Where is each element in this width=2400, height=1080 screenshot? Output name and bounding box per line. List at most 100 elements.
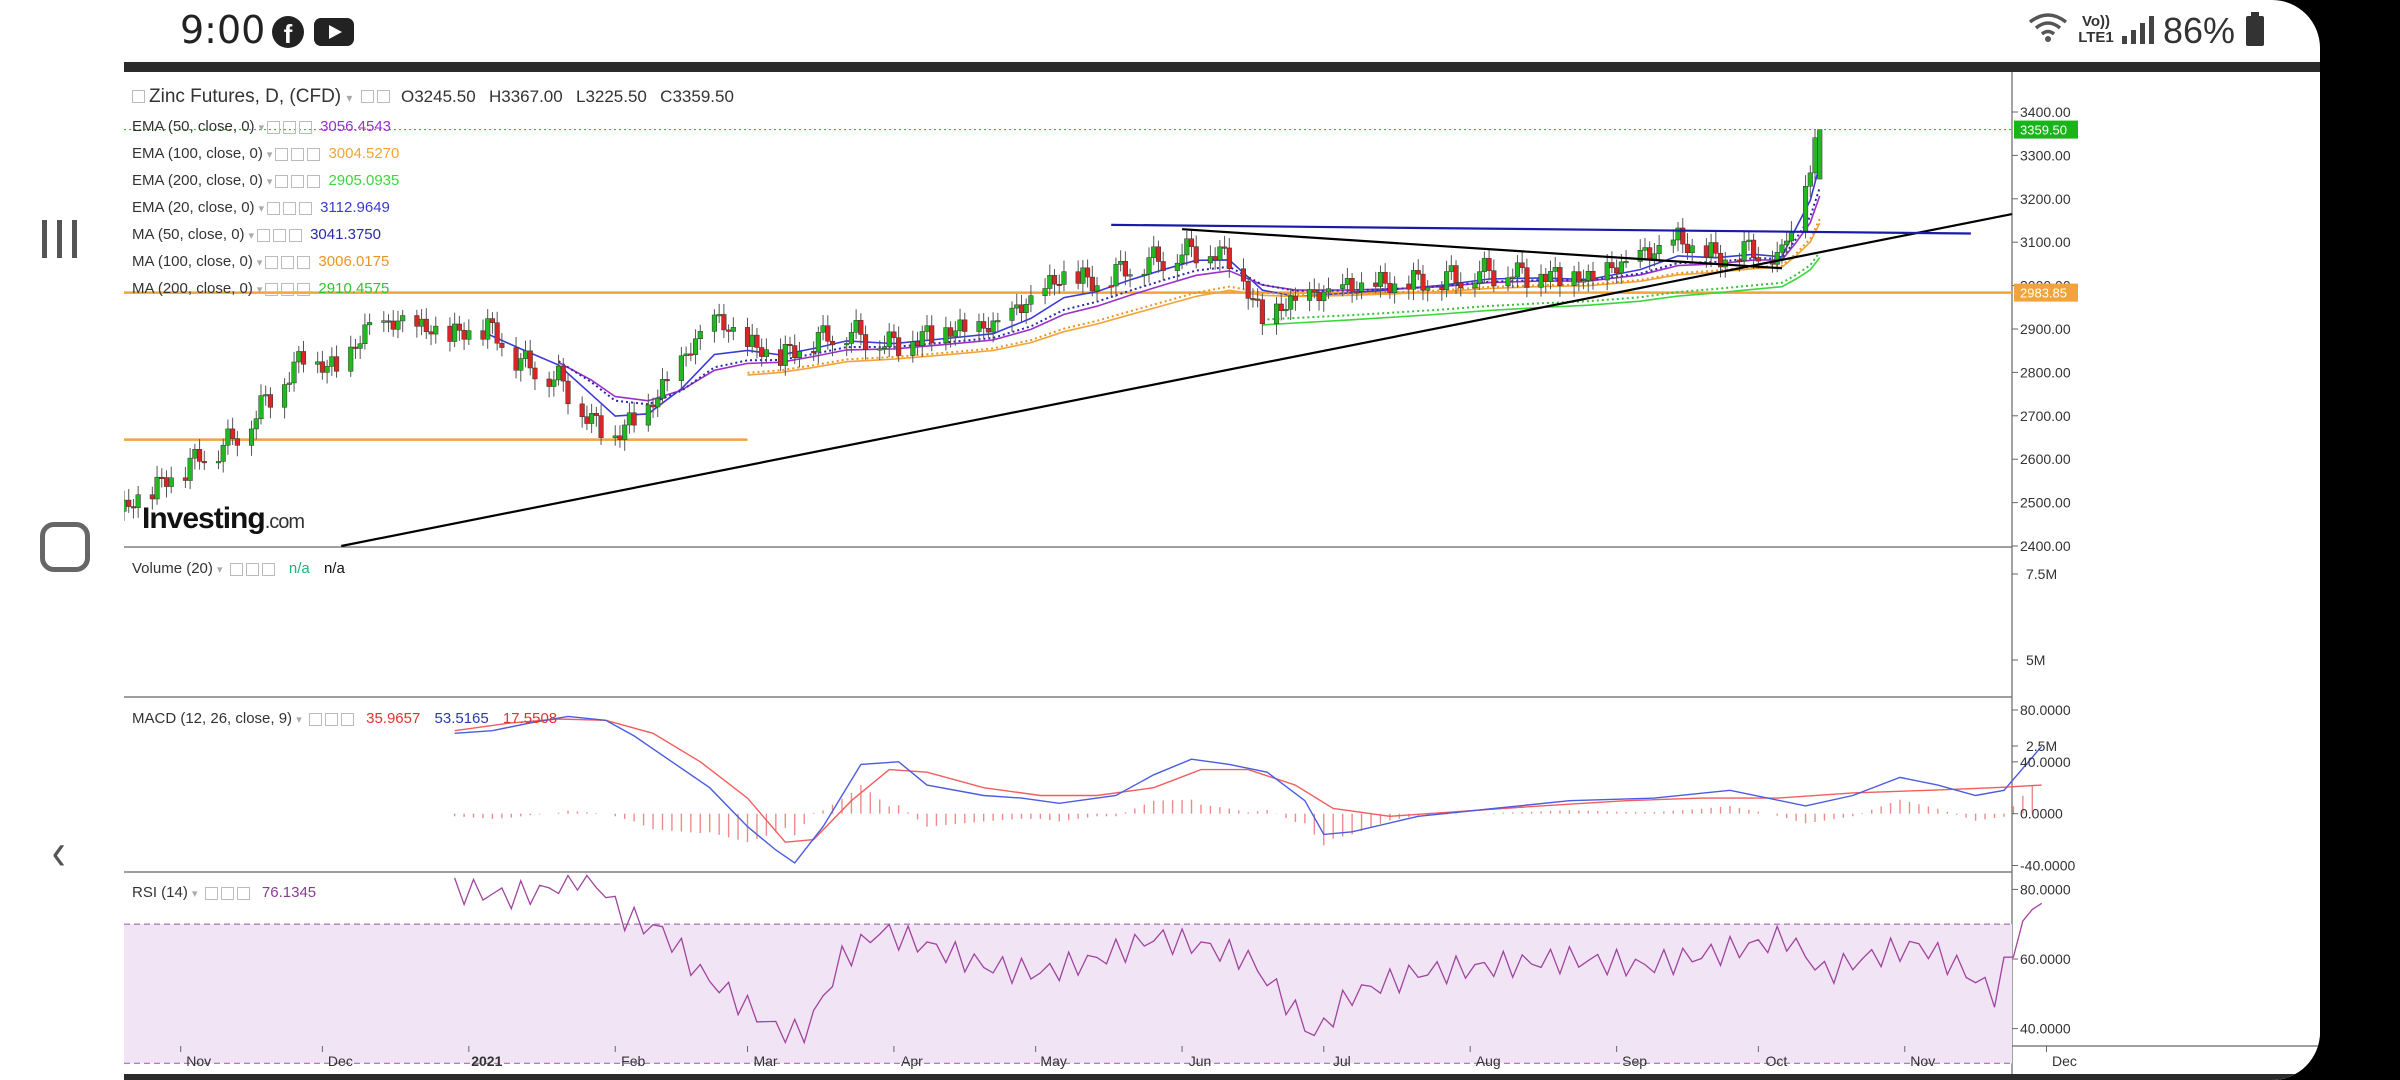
indicator-label[interactable]: EMA (50, close, 0)	[132, 118, 255, 135]
candle-body	[1321, 291, 1327, 302]
hide-icon[interactable]	[220, 886, 234, 900]
settings-icon[interactable]	[204, 886, 218, 900]
dropdown-icon[interactable]: ▾	[258, 122, 265, 134]
close-icon[interactable]	[289, 228, 303, 242]
candle-body	[1514, 262, 1520, 278]
home-icon[interactable]	[40, 522, 90, 572]
close-icon[interactable]	[340, 712, 354, 726]
recent-apps-icon[interactable]	[42, 220, 80, 258]
hide-icon[interactable]	[281, 282, 295, 296]
settings-icon[interactable]	[267, 201, 281, 215]
status-bar: 9:00 f Vo)) LTE1 86%	[0, 0, 2320, 62]
instrument-title[interactable]: Zinc Futures, D, (CFD)	[149, 86, 342, 107]
settings-icon[interactable]	[360, 90, 374, 104]
hide-icon[interactable]	[283, 120, 297, 134]
dropdown-icon[interactable]: ▾	[256, 284, 263, 296]
indicator-row[interactable]: EMA (20, close, 0) ▾ 3112.9649	[132, 199, 390, 216]
settings-icon[interactable]	[265, 255, 279, 269]
dropdown-icon[interactable]: ▾	[248, 230, 255, 242]
settings-icon[interactable]	[275, 174, 289, 188]
dropdown-icon[interactable]: ▾	[346, 91, 353, 105]
ohlc-close: C3359.50	[660, 87, 734, 106]
indicator-label[interactable]: MA (200, close, 0)	[132, 280, 253, 297]
indicator-row[interactable]: EMA (100, close, 0) ▾ 3004.5270	[132, 145, 399, 162]
candle-body	[1273, 303, 1280, 325]
settings-icon[interactable]	[275, 147, 289, 161]
indicator-row[interactable]: MA (200, close, 0) ▾ 2910.4575	[132, 280, 389, 297]
candle-body	[1080, 267, 1086, 284]
settings-icon[interactable]	[265, 282, 279, 296]
volume-legend: Volume (20) ▾ n/a n/a	[132, 560, 345, 577]
indicator-row[interactable]: MA (100, close, 0) ▾ 3006.0175	[132, 253, 389, 270]
hide-icon[interactable]	[273, 228, 287, 242]
close-icon[interactable]	[307, 147, 321, 161]
price-chart[interactable]: 3400.003300.003200.003100.003000.002900.…	[124, 62, 2320, 1080]
candle-body	[1453, 265, 1459, 283]
candle-body	[659, 379, 666, 399]
hide-icon[interactable]	[324, 712, 338, 726]
candle-body	[1784, 240, 1790, 246]
dropdown-icon[interactable]: ▾	[258, 203, 265, 215]
indicator-row[interactable]: EMA (50, close, 0) ▾ 3056.4543	[132, 118, 391, 135]
ma-50-line	[558, 187, 1821, 406]
close-icon[interactable]	[236, 886, 250, 900]
hide-icon[interactable]	[291, 174, 305, 188]
hide-icon[interactable]	[376, 90, 390, 104]
candle-body	[248, 428, 255, 446]
candle-body	[201, 461, 207, 464]
candle-body	[522, 350, 529, 359]
close-icon[interactable]	[307, 174, 321, 188]
candle-body	[400, 315, 406, 322]
candle-body	[1751, 239, 1757, 258]
candle-body	[1538, 273, 1544, 288]
candle-body	[1392, 283, 1398, 294]
close-icon[interactable]	[299, 201, 313, 215]
candle-body	[1349, 278, 1355, 292]
candle-body	[1122, 261, 1128, 277]
settings-icon[interactable]	[229, 562, 243, 576]
hide-icon[interactable]	[281, 255, 295, 269]
candle-body	[688, 353, 694, 356]
last-price-label: 3359.50	[2020, 123, 2067, 138]
phone-screen: 9:00 f Vo)) LTE1 86% ‹	[0, 0, 2320, 1080]
settings-icon[interactable]	[257, 228, 271, 242]
dropdown-icon[interactable]: ▾	[256, 257, 263, 269]
candle-body	[319, 361, 325, 373]
hide-icon[interactable]	[245, 562, 259, 576]
indicator-label[interactable]: EMA (200, close, 0)	[132, 172, 263, 189]
close-icon[interactable]	[297, 255, 311, 269]
indicator-label[interactable]: MA (100, close, 0)	[132, 253, 253, 270]
horizontal-levels	[124, 291, 2012, 441]
settings-icon[interactable]	[267, 120, 281, 134]
dropdown-icon[interactable]: ▾	[266, 149, 273, 161]
chart-frame[interactable]: 3400.003300.003200.003100.003000.002900.…	[124, 62, 2320, 1080]
dropdown-icon[interactable]: ▾	[266, 176, 273, 188]
macd-label[interactable]: MACD (12, 26, close, 9)	[132, 710, 293, 727]
candle-body	[480, 330, 486, 340]
candle-body	[1581, 280, 1587, 283]
candle-body	[357, 343, 363, 349]
close-icon[interactable]	[261, 562, 275, 576]
candle-body	[853, 320, 859, 333]
candle-body	[1316, 292, 1322, 302]
rsi-label[interactable]: RSI (14)	[132, 884, 188, 901]
close-icon[interactable]	[299, 120, 313, 134]
candle-body	[1226, 247, 1232, 269]
collapse-icon[interactable]	[132, 90, 145, 104]
indicator-label[interactable]: MA (50, close, 0)	[132, 226, 245, 243]
rsi-tick-label: 60.0000	[2020, 951, 2071, 967]
settings-icon[interactable]	[308, 712, 322, 726]
indicator-label[interactable]: EMA (20, close, 0)	[132, 199, 255, 216]
indicator-label[interactable]: EMA (100, close, 0)	[132, 145, 263, 162]
candle-body	[1160, 261, 1166, 271]
indicator-row[interactable]: MA (50, close, 0) ▾ 3041.3750	[132, 226, 381, 243]
hide-icon[interactable]	[283, 201, 297, 215]
network-type-label: Vo)) LTE1	[2078, 13, 2114, 46]
close-icon[interactable]	[297, 282, 311, 296]
indicator-row[interactable]: EMA (200, close, 0) ▾ 2905.0935	[132, 172, 399, 189]
back-icon[interactable]: ‹	[51, 823, 66, 881]
volume-label[interactable]: Volume (20)	[132, 560, 213, 577]
candle-body	[1812, 137, 1818, 174]
time-tick-label: Jun	[1189, 1053, 1212, 1069]
hide-icon[interactable]	[291, 147, 305, 161]
